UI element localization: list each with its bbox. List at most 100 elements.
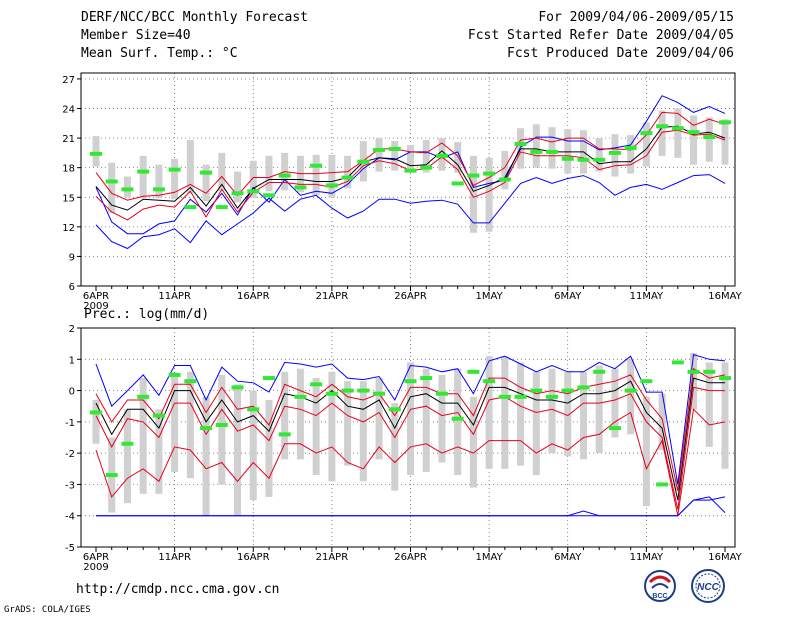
temp-observed-mark	[105, 179, 118, 184]
prec-observed-mark	[404, 379, 417, 384]
temp-spread-box	[155, 164, 163, 199]
temp-spread-box	[108, 162, 116, 214]
ncc-logo-text: NCC	[697, 582, 719, 593]
prec-observed-mark	[215, 422, 228, 427]
prec-observed-mark	[137, 394, 150, 399]
prec-xtick-label: 26APR	[394, 552, 427, 563]
grads-credit: GrADS: COLA/IGES	[4, 605, 91, 615]
prec-spread-box	[705, 362, 713, 447]
temp-spread-box	[721, 119, 729, 165]
temp-observed-mark	[168, 167, 181, 172]
temp-spread-box	[422, 140, 430, 173]
prec-observed-mark	[247, 407, 260, 412]
header-right: For 2009/04/06-2009/05/15 Fcst Started R…	[468, 9, 734, 63]
prec-xtick-label: 16APR	[237, 552, 270, 563]
prec-observed-mark	[719, 376, 731, 381]
temp-observed-mark	[262, 193, 275, 198]
temp-observed-mark	[388, 146, 401, 151]
temp-spread-box	[658, 110, 666, 156]
chart-title: DERF/NCC/BCC Monthly Forecast	[81, 10, 308, 25]
prec-spread-box	[501, 356, 509, 469]
prec-ytick-label: -4	[65, 512, 75, 523]
prec-observed-mark	[514, 394, 527, 399]
temp-observed-mark	[231, 191, 244, 196]
temp-xtick-label: 11APR	[158, 291, 191, 302]
temp-spread-box	[328, 154, 336, 198]
prec-observed-mark	[341, 388, 354, 393]
prec-ytick-label: 2	[69, 324, 75, 335]
prec-spread-box	[454, 368, 462, 476]
prec-observed-mark	[388, 407, 401, 412]
prec-spread-box	[422, 368, 430, 472]
temp-spread-box	[642, 122, 650, 167]
temp-observed-mark	[656, 124, 669, 129]
prec-observed-mark	[546, 394, 559, 399]
temp-observed-mark	[577, 157, 590, 162]
prec-spread-box	[171, 374, 179, 472]
variable-label: Mean Surf. Temp.: °C	[81, 46, 238, 61]
prec-observed-mark	[451, 416, 464, 421]
temp-frame	[80, 72, 736, 287]
temp-spread-box	[234, 171, 242, 203]
prec-observed-mark	[420, 376, 433, 381]
temp-observed-mark	[341, 175, 354, 180]
temp-observed-mark	[90, 151, 102, 156]
temp-ytick-label: 24	[62, 105, 75, 116]
temp-observed-mark	[546, 149, 559, 154]
prec-line-upper	[95, 367, 726, 491]
prec-spread-box	[123, 409, 131, 504]
prec-spread-box	[202, 396, 210, 516]
prec-observed-mark	[656, 482, 669, 487]
prec-observed-mark	[278, 432, 291, 437]
temp-observed-mark	[137, 169, 150, 174]
prec-observed-mark	[310, 382, 323, 387]
prec-ytick-label: -3	[65, 480, 75, 491]
temp-observed-mark	[420, 165, 433, 170]
temp-spread-box	[123, 176, 131, 198]
bcc-logo-text: BCC	[652, 593, 667, 600]
temp-observed-mark	[671, 126, 684, 131]
prec-spread-box	[642, 396, 650, 507]
header-left: DERF/NCC/BCC Monthly Forecast Member Siz…	[81, 9, 308, 63]
temp-observed-mark	[514, 142, 527, 146]
prec-observed-mark	[90, 410, 102, 415]
temp-spread-box	[344, 155, 352, 189]
prec-observed-mark	[168, 372, 181, 377]
prec-observed-mark	[640, 379, 653, 384]
temp-spread-box	[469, 155, 477, 233]
prec-spread-box	[281, 371, 289, 460]
temp-ytick-label: 27	[62, 75, 75, 86]
temp-ytick-label: 9	[69, 252, 75, 263]
temp-spread-box	[312, 154, 320, 196]
prec-observed-mark	[608, 426, 621, 431]
temp-ytick-label: 18	[62, 164, 75, 175]
temp-spread-box	[218, 152, 226, 192]
prec-spread-box	[579, 371, 587, 460]
prec-spread-box	[375, 378, 383, 460]
temp-ytick-label: 15	[62, 193, 75, 204]
temp-spread-box	[92, 136, 100, 167]
temp-observed-mark	[608, 150, 621, 155]
temp-observed-mark	[435, 153, 448, 158]
temp-spread-box	[171, 158, 179, 200]
footer-url[interactable]: http://cmdp.ncc.cma.gov.cn	[76, 582, 280, 597]
prec-spread-box	[218, 374, 226, 485]
temp-spread-box	[407, 144, 414, 172]
temp-spread-box	[611, 134, 619, 177]
prec-ytick-label: 0	[69, 387, 75, 398]
temp-spread-box	[627, 135, 635, 174]
temp-observed-mark	[184, 205, 197, 210]
temp-xtick-label: 11MAY	[630, 291, 664, 302]
temp-xtick-label: 16APR	[237, 291, 270, 302]
temp-spread-box	[485, 157, 493, 232]
prec-observed-mark	[593, 369, 606, 374]
precip-title: Prec.: log(mm/d)	[84, 307, 210, 322]
temp-observed-mark	[310, 163, 323, 168]
prec-ytick-label: -5	[65, 543, 75, 554]
temp-observed-mark	[703, 135, 716, 140]
prec-spread-box	[139, 378, 147, 494]
prec-spread-box	[595, 365, 603, 454]
prec-spread-box	[532, 371, 540, 476]
prec-observed-mark	[435, 391, 448, 396]
